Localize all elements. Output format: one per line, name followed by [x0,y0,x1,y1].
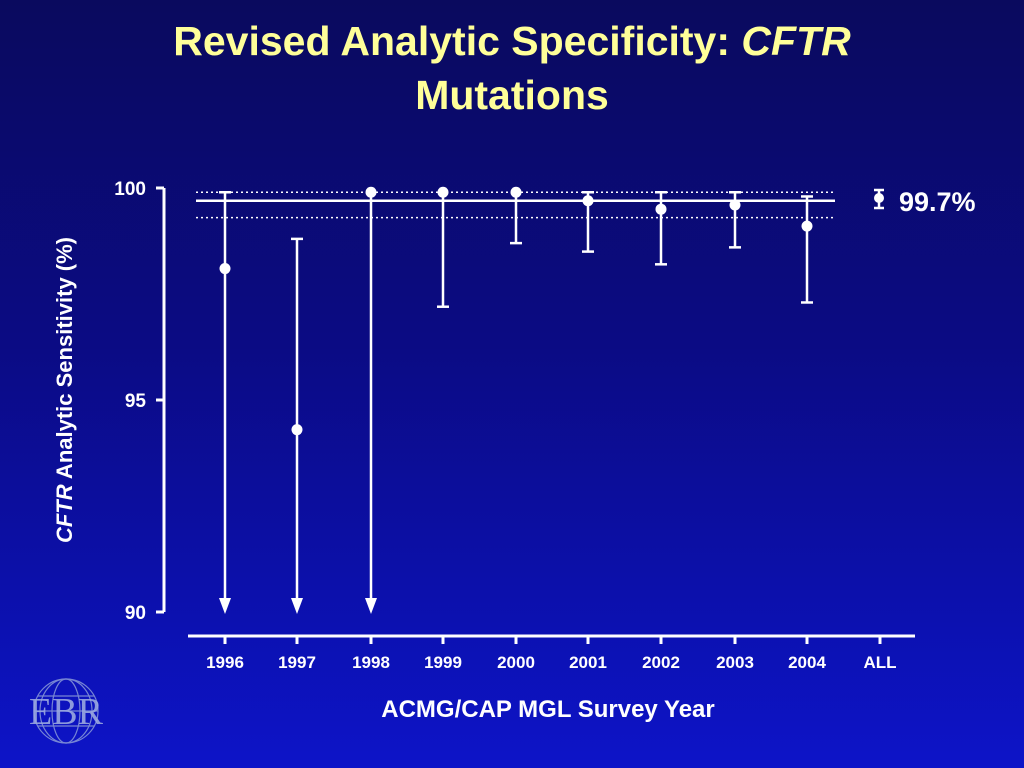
slide-title: Revised Analytic Specificity: CFTR Mutat… [0,14,1024,122]
x-tick-label-2000: 2000 [497,653,535,672]
data-point-1998 [365,186,377,198]
y-tick-label-90: 90 [125,603,146,624]
x-tick-label-ALL: ALL [863,653,896,672]
legend-label: 99.7% [899,187,976,217]
x-tick-label-1998: 1998 [352,653,390,672]
title-italic: CFTR [741,18,851,64]
lower-arrow-1997 [291,598,303,614]
data-point-1997 [291,424,303,436]
ebr-logo: EBR [29,678,104,744]
x-axis-label: ACMG/CAP MGL Survey Year [381,696,715,723]
x-tick-label-2002: 2002 [642,653,680,672]
y-tick-label-100: 100 [114,179,146,200]
data-point-2002 [655,203,667,215]
y-tick-label-95: 95 [125,391,147,412]
data-point-2004 [801,220,813,232]
data-point-1996 [219,263,231,275]
x-tick-label-2001: 2001 [569,653,607,672]
title-line2: Mutations [415,72,609,118]
title-text: Revised Analytic Specificity: [173,18,742,64]
data-point-2001 [582,195,594,207]
data-point-1999 [437,186,449,198]
x-tick-label-2003: 2003 [716,653,754,672]
data-point-2003 [729,199,741,211]
lower-arrow-1998 [365,598,377,614]
data-point-2000 [510,186,522,198]
x-tick-label-1997: 1997 [278,653,316,672]
x-tick-label-1996: 1996 [206,653,244,672]
lower-arrow-1996 [219,598,231,614]
logo-text: EBR [29,691,104,733]
x-tick-label-2004: 2004 [788,653,826,672]
legend-marker-dot [874,193,884,203]
x-tick-label-1999: 1999 [424,653,462,672]
